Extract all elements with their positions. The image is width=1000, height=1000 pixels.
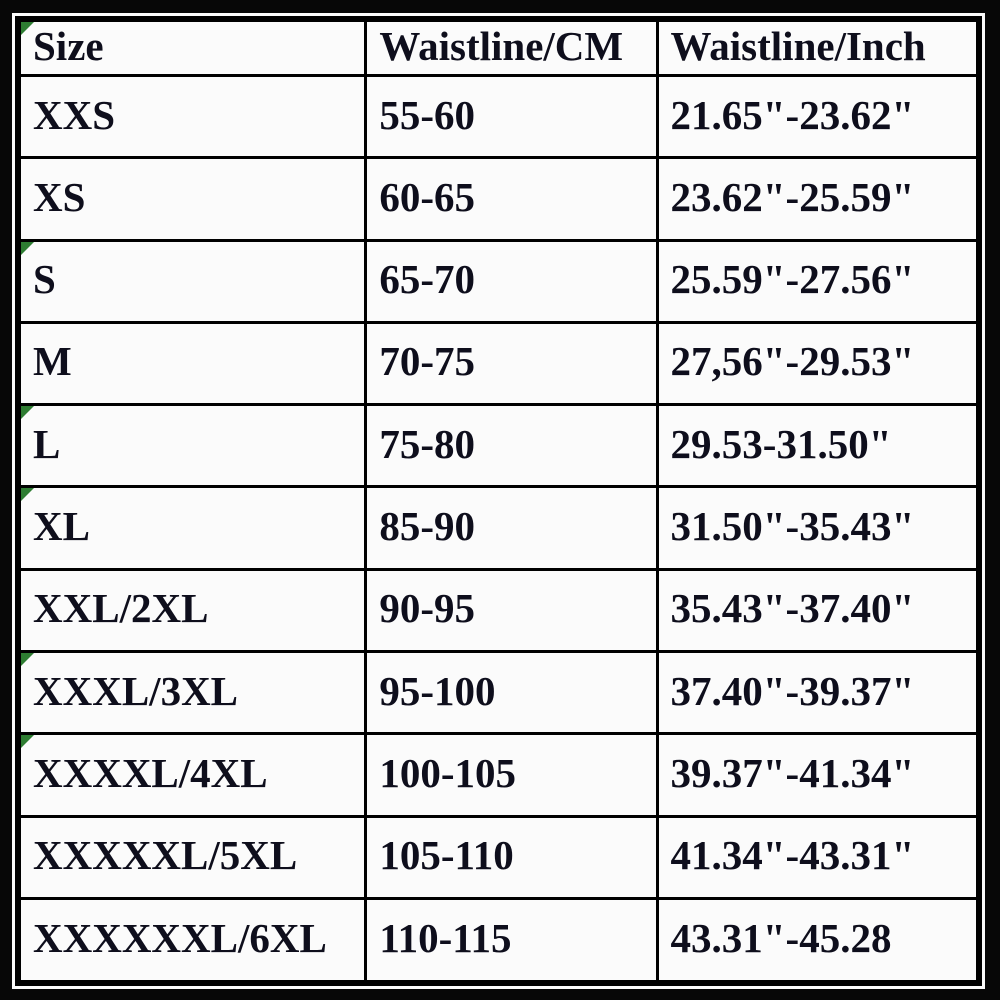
waistline-inch-value: 29.53-31.50" <box>670 420 892 467</box>
waistline-cm-value: 105-110 <box>379 832 514 879</box>
waistline-inch-cell: 27,56"-29.53" <box>655 320 981 407</box>
table-row: M 70-75 27,56"-29.53" <box>16 320 981 407</box>
cell-corner-marker-icon <box>21 736 34 749</box>
table-row: XXXXXXL/6XL 110-115 43.31"-45.28 <box>16 896 981 985</box>
size-cell: XXXL/3XL <box>16 649 368 736</box>
waistline-inch-value: 23.62"-25.59" <box>670 173 915 220</box>
size-cell: XS <box>16 156 368 242</box>
waistline-cm-cell: 70-75 <box>364 320 659 407</box>
waistline-inch-value: 35.43"-37.40" <box>670 585 915 632</box>
cell-corner-marker-icon <box>21 22 34 35</box>
size-value: L <box>33 420 61 467</box>
waistline-cm-value: 90-95 <box>379 585 476 632</box>
waistline-cm-cell: 65-70 <box>364 238 659 324</box>
cell-corner-marker-icon <box>21 407 34 420</box>
size-chart-panel: Size Waistline/CM Waistline/Inch XXS 55-… <box>12 13 985 989</box>
size-chart-header: Size Waistline/CM Waistline/Inch <box>16 17 981 77</box>
table-row: XXXXL/4XL 100-105 39.37"-41.34" <box>16 732 981 818</box>
waistline-inch-cell: 21.65"-23.62" <box>655 73 981 160</box>
waistline-cm-value: 60-65 <box>379 173 476 220</box>
table-row: XL 85-90 31.50"-35.43" <box>16 485 981 571</box>
size-value: XL <box>33 503 90 550</box>
table-row: XS 60-65 23.62"-25.59" <box>16 156 981 242</box>
size-value: XS <box>33 173 86 220</box>
waistline-cm-cell: 75-80 <box>364 403 659 489</box>
waistline-inch-cell: 29.53-31.50" <box>655 403 981 489</box>
waistline-inch-value: 31.50"-35.43" <box>670 503 915 550</box>
waistline-cm-cell: 85-90 <box>364 485 659 571</box>
size-chart-table: Size Waistline/CM Waistline/Inch XXS 55-… <box>15 16 982 986</box>
waistline-cm-cell: 105-110 <box>364 814 659 900</box>
waistline-inch-cell: 41.34"-43.31" <box>655 814 981 900</box>
waistline-inch-value: 21.65"-23.62" <box>670 91 915 138</box>
waistline-inch-cell: 37.40"-39.37" <box>655 649 981 736</box>
header-label-waistline-cm: Waistline/CM <box>379 23 624 69</box>
table-row: XXXXXL/5XL 105-110 41.34"-43.31" <box>16 814 981 900</box>
header-label-waistline-inch: Waistline/Inch <box>670 23 926 69</box>
size-value: XXL/2XL <box>33 585 209 632</box>
cell-corner-marker-icon <box>21 243 34 255</box>
table-row: XXXL/3XL 95-100 37.40"-39.37" <box>16 649 981 736</box>
table-row: XXS 55-60 21.65"-23.62" <box>16 73 981 160</box>
waistline-inch-value: 25.59"-27.56" <box>670 256 915 303</box>
size-chart-body: XXS 55-60 21.65"-23.62" XS 60-65 23.62"-… <box>16 73 981 985</box>
header-cell-waistline-cm: Waistline/CM <box>364 17 659 77</box>
waistline-inch-value: 39.37"-41.34" <box>670 749 915 796</box>
size-cell: S <box>16 238 368 324</box>
size-cell: XXXXXL/5XL <box>16 814 368 900</box>
size-value: XXXXXL/5XL <box>33 832 298 879</box>
cell-corner-marker-icon <box>21 489 34 502</box>
size-value: S <box>33 256 56 303</box>
header-row: Size Waistline/CM Waistline/Inch <box>16 17 981 77</box>
size-cell: XXL/2XL <box>16 567 368 653</box>
size-value: XXS <box>33 91 116 138</box>
size-value: M <box>33 338 72 385</box>
waistline-cm-value: 110-115 <box>379 914 512 961</box>
header-cell-waistline-inch: Waistline/Inch <box>655 17 981 77</box>
waistline-cm-cell: 100-105 <box>364 732 659 818</box>
cell-corner-marker-icon <box>21 654 34 666</box>
waistline-cm-cell: 55-60 <box>364 73 659 160</box>
waistline-inch-value: 43.31"-45.28 <box>670 914 892 961</box>
waistline-cm-value: 65-70 <box>379 256 476 303</box>
waistline-inch-value: 27,56"-29.53" <box>670 338 915 385</box>
size-cell: XXXXL/4XL <box>16 732 368 818</box>
size-cell: XXXXXXL/6XL <box>16 896 368 985</box>
table-row: L 75-80 29.53-31.50" <box>16 403 981 489</box>
waistline-inch-cell: 43.31"-45.28 <box>655 896 981 985</box>
header-cell-size: Size <box>16 17 368 77</box>
waistline-inch-value: 41.34"-43.31" <box>670 832 915 879</box>
waistline-inch-cell: 39.37"-41.34" <box>655 732 981 818</box>
table-row: XXL/2XL 90-95 35.43"-37.40" <box>16 567 981 653</box>
waistline-inch-cell: 23.62"-25.59" <box>655 156 981 242</box>
waistline-cm-value: 70-75 <box>379 338 476 385</box>
waistline-cm-value: 95-100 <box>379 667 496 714</box>
waistline-inch-cell: 25.59"-27.56" <box>655 238 981 324</box>
waistline-inch-cell: 35.43"-37.40" <box>655 567 981 653</box>
size-value: XXXXL/4XL <box>33 749 268 796</box>
size-cell: L <box>16 403 368 489</box>
header-label-size: Size <box>33 23 104 69</box>
size-cell: XL <box>16 485 368 571</box>
waistline-cm-cell: 95-100 <box>364 649 659 736</box>
size-cell: XXS <box>16 73 368 160</box>
waistline-inch-cell: 31.50"-35.43" <box>655 485 981 571</box>
waistline-cm-value: 55-60 <box>379 91 476 138</box>
size-value: XXXXXXL/6XL <box>33 914 327 961</box>
waistline-cm-value: 100-105 <box>379 749 517 796</box>
table-row: S 65-70 25.59"-27.56" <box>16 238 981 324</box>
waistline-cm-cell: 90-95 <box>364 567 659 653</box>
waistline-cm-cell: 110-115 <box>364 896 659 985</box>
size-value: XXXL/3XL <box>33 667 239 714</box>
size-cell: M <box>16 320 368 407</box>
waistline-cm-cell: 60-65 <box>364 156 659 242</box>
waistline-inch-value: 37.40"-39.37" <box>670 667 915 714</box>
waistline-cm-value: 75-80 <box>379 420 476 467</box>
waistline-cm-value: 85-90 <box>379 503 476 550</box>
